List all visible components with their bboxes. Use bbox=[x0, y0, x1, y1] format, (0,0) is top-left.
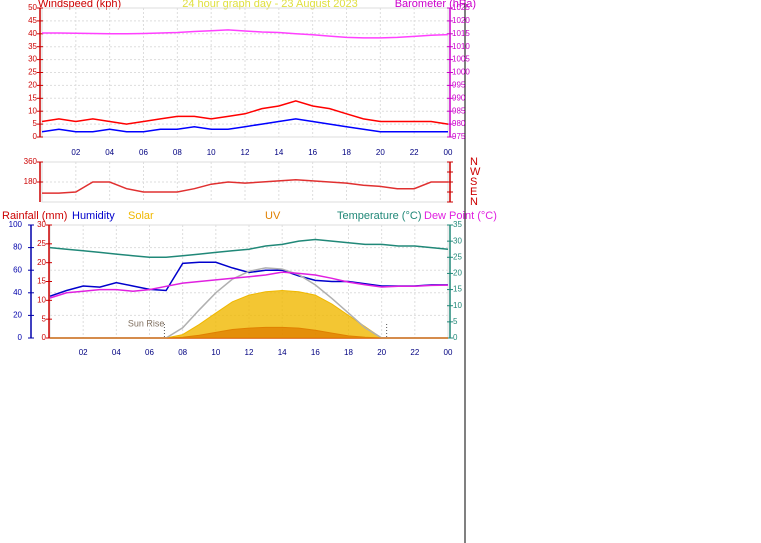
x-tick-label: 14 bbox=[274, 148, 283, 157]
line-series bbox=[42, 179, 448, 194]
x-tick-label: 12 bbox=[245, 348, 254, 357]
x-tick-label: 00 bbox=[444, 348, 453, 357]
y-tick-label: 25 bbox=[28, 68, 37, 77]
y3-tick-label: 20 bbox=[453, 269, 462, 278]
x-tick-label: 06 bbox=[139, 148, 148, 157]
y2-tick-label: 15 bbox=[37, 277, 46, 286]
x-tick-label: 04 bbox=[112, 348, 121, 357]
y2-tick-label: 25 bbox=[37, 239, 46, 248]
y2-tick-label: N bbox=[470, 156, 478, 168]
legend-label: Dew Point (°C) bbox=[424, 210, 497, 222]
line-series bbox=[49, 261, 448, 297]
y2-tick-label: 985 bbox=[452, 106, 466, 115]
y3-tick-label: 25 bbox=[453, 252, 462, 261]
legend-label: Solar bbox=[128, 210, 154, 222]
y2-tick-label: 990 bbox=[452, 93, 466, 102]
x-tick-label: 14 bbox=[278, 348, 287, 357]
y-tick-label: 35 bbox=[28, 42, 37, 51]
y3-tick-label: 5 bbox=[453, 317, 458, 326]
y2-tick-label: S bbox=[470, 176, 477, 188]
legend-label: Temperature (°C) bbox=[337, 210, 421, 222]
y-tick-label: 15 bbox=[28, 93, 37, 102]
x-tick-label: 12 bbox=[241, 148, 250, 157]
x-tick-label: 10 bbox=[211, 348, 220, 357]
x-tick-label: 10 bbox=[207, 148, 216, 157]
y-tick-label: 20 bbox=[28, 81, 37, 90]
x-tick-label: 08 bbox=[178, 348, 187, 357]
chart-title: 24 hour graph day - 23 August 2023 bbox=[182, 0, 358, 10]
legend-label: UV bbox=[265, 210, 281, 222]
y-axis-title: Windspeed (kph) bbox=[38, 0, 121, 10]
y2-tick-label: E bbox=[470, 186, 477, 198]
x-tick-label: 20 bbox=[376, 148, 385, 157]
line-series bbox=[42, 29, 449, 39]
y2-tick-label: 980 bbox=[452, 119, 466, 128]
y-tick-label: 30 bbox=[28, 55, 37, 64]
y3-tick-label: 35 bbox=[453, 220, 462, 229]
y-tick-label: 40 bbox=[28, 29, 37, 38]
area bbox=[50, 326, 448, 339]
legend-label: Rainfall (mm) bbox=[2, 210, 67, 222]
y-tick-label: 0 bbox=[18, 333, 23, 342]
x-tick-label: 18 bbox=[342, 148, 351, 157]
y2-tick-label: W bbox=[470, 166, 481, 178]
y2-tick-label: 30 bbox=[37, 220, 46, 229]
y2-tick-label: 1020 bbox=[452, 16, 470, 25]
y2-tick-label: 1010 bbox=[452, 42, 470, 51]
y2-tick-label: 1005 bbox=[452, 55, 470, 64]
x-tick-label: 00 bbox=[444, 148, 453, 157]
x-tick-label: 16 bbox=[308, 148, 317, 157]
x-tick-label: 16 bbox=[311, 348, 320, 357]
y-tick-label: 360 bbox=[24, 157, 38, 166]
legend-label: Humidity bbox=[72, 210, 115, 222]
y2-tick-label: 20 bbox=[37, 258, 46, 267]
line-series bbox=[41, 118, 448, 133]
y-tick-label: 20 bbox=[13, 311, 22, 320]
y2-tick-label: 1000 bbox=[452, 68, 470, 77]
y3-tick-label: 10 bbox=[453, 301, 462, 310]
y-tick-label: 5 bbox=[33, 119, 38, 128]
y2-tick-label: 1025 bbox=[452, 3, 470, 12]
y-tick-label: 10 bbox=[28, 106, 37, 115]
y3-tick-label: 30 bbox=[453, 236, 462, 245]
line-series bbox=[41, 100, 449, 125]
x-tick-label: 02 bbox=[71, 148, 80, 157]
y-tick-label: 80 bbox=[13, 243, 22, 252]
y3-tick-label: 0 bbox=[453, 333, 458, 342]
y2-tick-label: 0 bbox=[42, 333, 47, 342]
y-tick-label: 0 bbox=[33, 132, 38, 141]
y-tick-label: 40 bbox=[13, 288, 22, 297]
line-series bbox=[49, 238, 449, 259]
y3-tick-label: 15 bbox=[453, 285, 462, 294]
y2-tick-label: N bbox=[470, 196, 478, 208]
x-tick-label: 04 bbox=[105, 148, 114, 157]
x-tick-label: 22 bbox=[410, 348, 419, 357]
y2-axis-title: Barometer (hPa) bbox=[395, 0, 476, 10]
x-tick-label: 22 bbox=[410, 148, 419, 157]
annotation: Sun Rise bbox=[128, 318, 165, 328]
x-tick-label: 06 bbox=[145, 348, 154, 357]
x-tick-label: 20 bbox=[377, 348, 386, 357]
y-tick-label: 60 bbox=[13, 265, 22, 274]
y2-tick-label: 5 bbox=[42, 314, 47, 323]
y-tick-label: 180 bbox=[24, 177, 38, 186]
y-tick-label: 100 bbox=[9, 220, 23, 229]
y2-tick-label: 10 bbox=[37, 295, 46, 304]
y2-tick-label: 995 bbox=[452, 81, 466, 90]
y2-tick-label: 975 bbox=[452, 132, 466, 141]
line-series bbox=[49, 271, 449, 299]
x-tick-label: 08 bbox=[173, 148, 182, 157]
x-tick-label: 02 bbox=[79, 348, 88, 357]
y-tick-label: 45 bbox=[28, 16, 37, 25]
x-tick-label: 18 bbox=[344, 348, 353, 357]
y2-tick-label: 1015 bbox=[452, 29, 470, 38]
y-tick-label: 50 bbox=[28, 3, 37, 12]
